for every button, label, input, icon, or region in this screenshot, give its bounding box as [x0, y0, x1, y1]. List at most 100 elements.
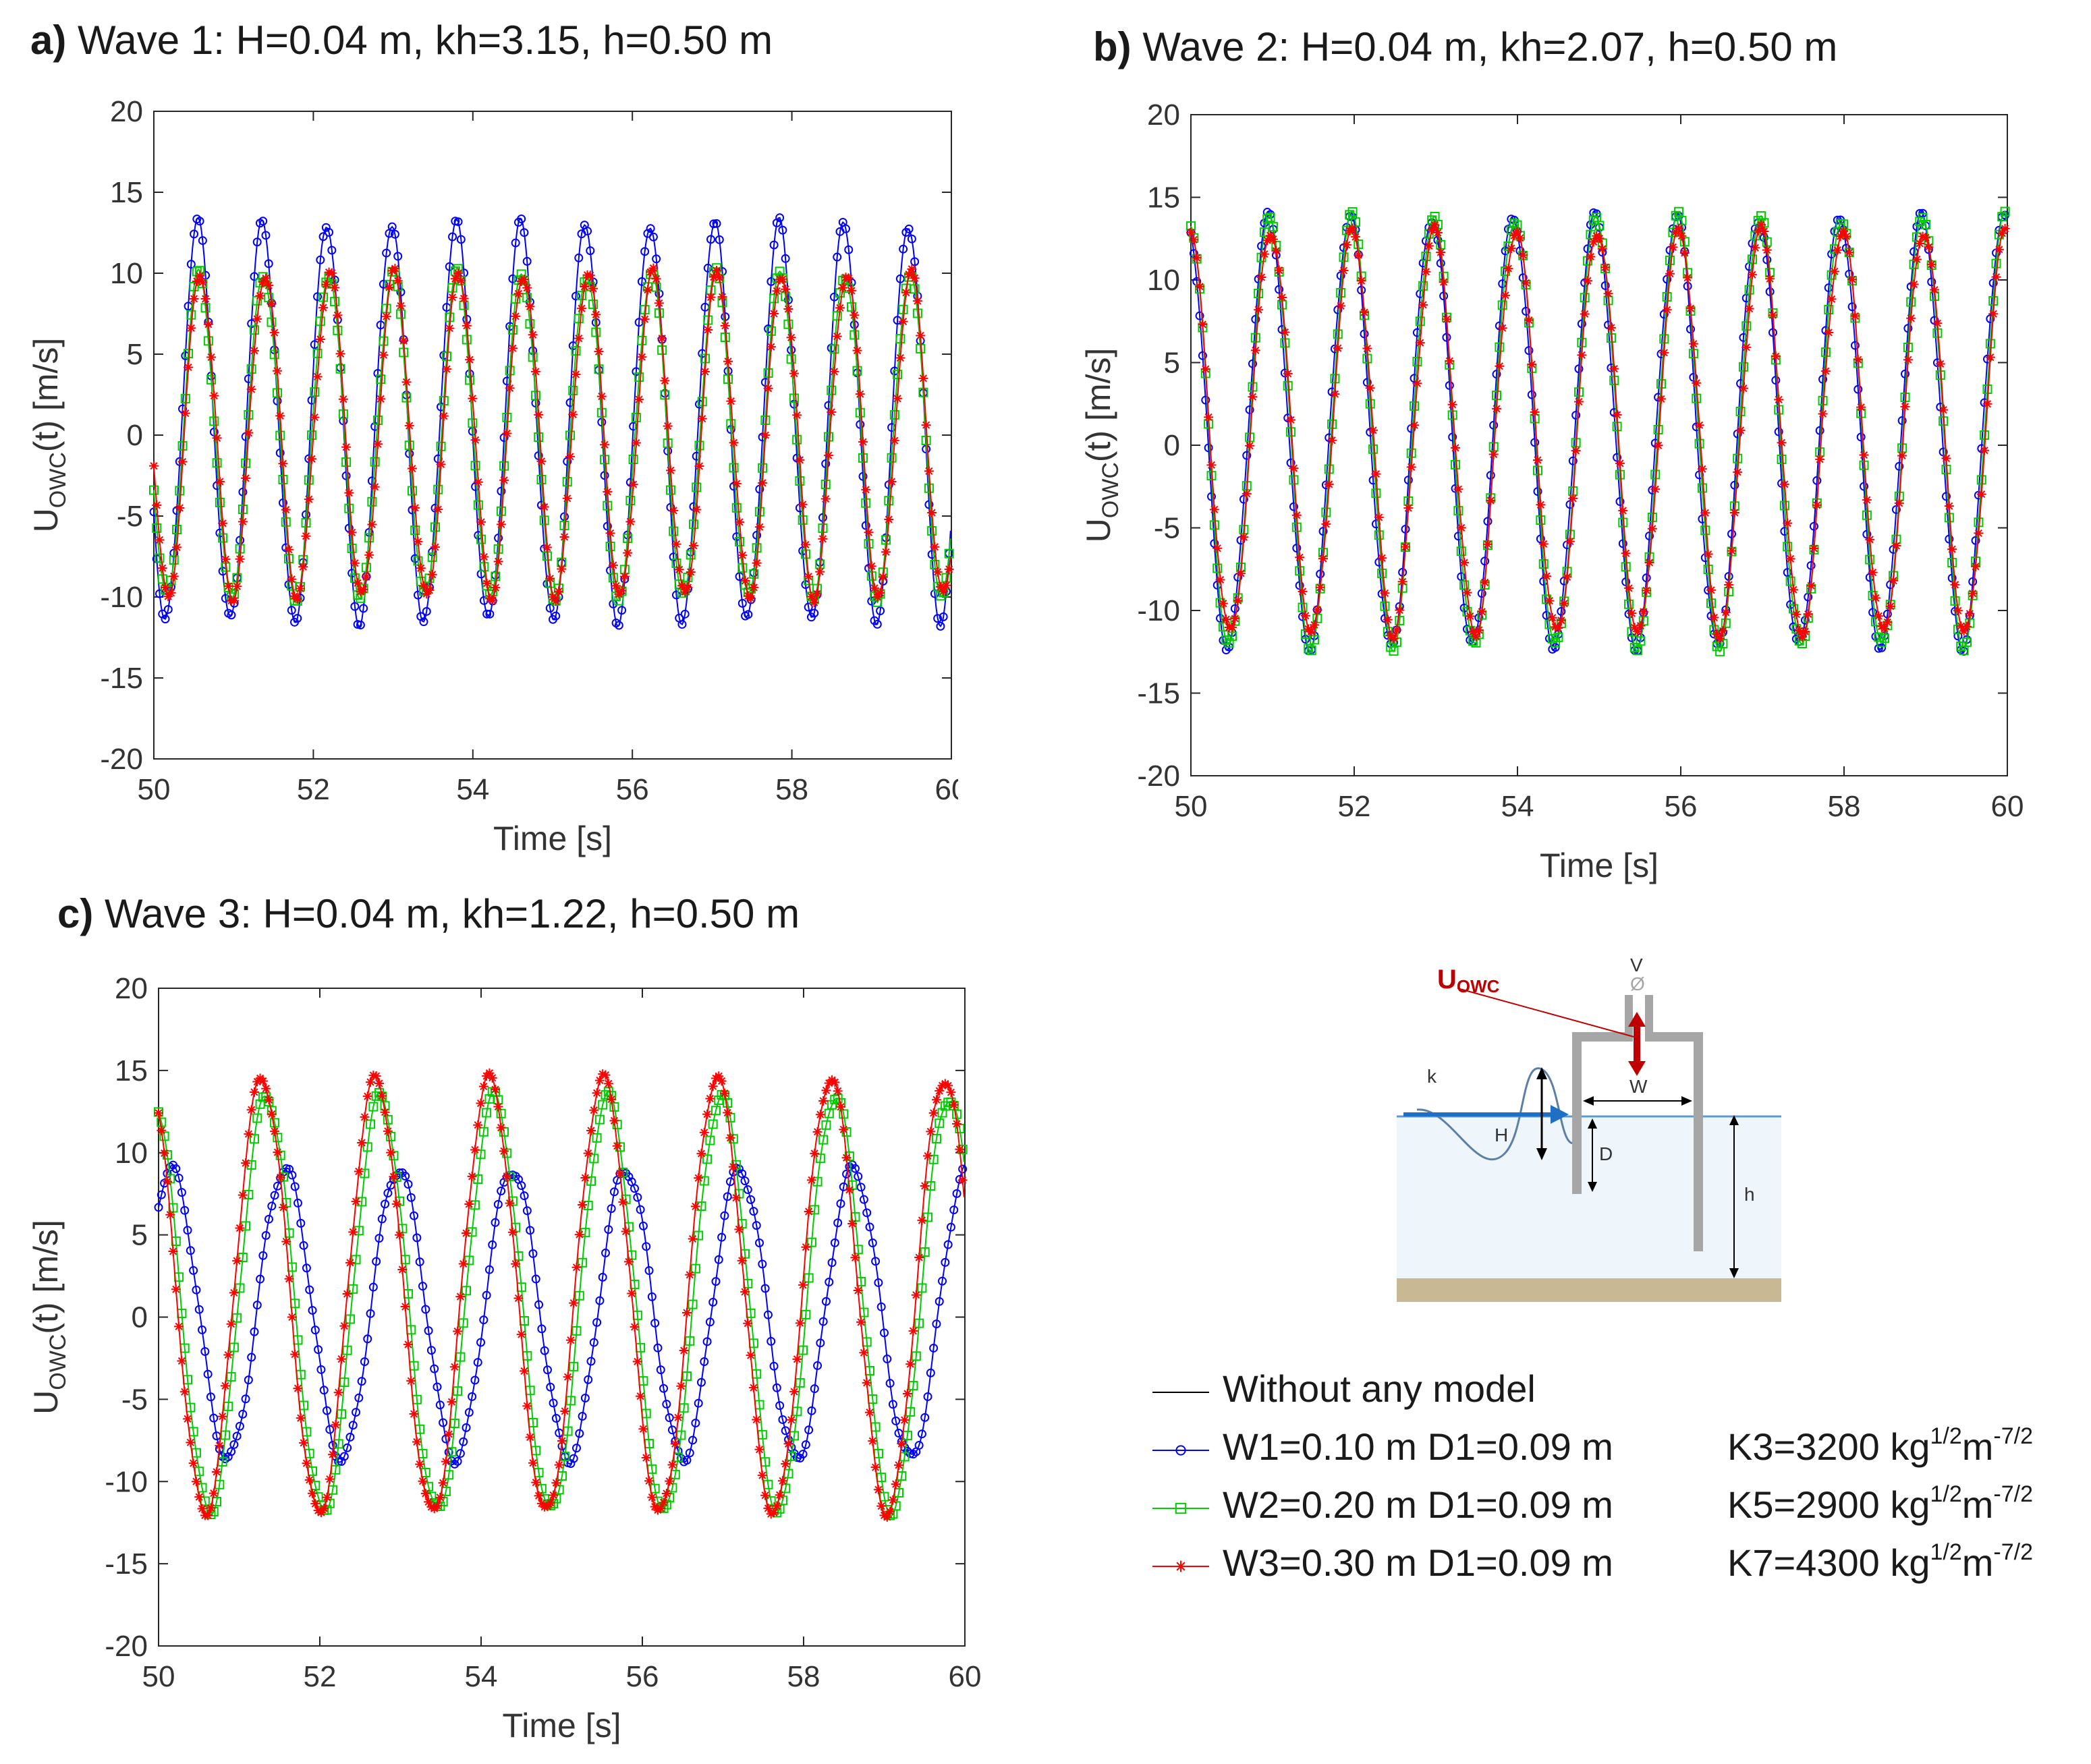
data-point: [220, 1430, 230, 1440]
data-point: [565, 1335, 576, 1345]
data-point: [1644, 558, 1654, 568]
data-point: [1926, 259, 1936, 269]
data-point: [644, 1476, 654, 1486]
data-point: [1318, 554, 1329, 564]
data-point: [1565, 536, 1575, 546]
data-point: [1415, 316, 1425, 326]
data-point: [683, 572, 693, 582]
data-point: [563, 1372, 573, 1382]
data-point: [407, 486, 417, 496]
data-point: [1206, 492, 1216, 501]
data-point: [571, 1326, 582, 1336]
data-point: [589, 1105, 599, 1115]
data-point: [676, 1381, 686, 1391]
data-point: [155, 553, 165, 563]
data-point: [569, 1298, 579, 1308]
data-point: [924, 483, 934, 493]
data-point: [1556, 615, 1566, 625]
data-point: [1456, 546, 1466, 557]
y-tick-label: -20: [105, 1630, 148, 1663]
data-point: [1694, 420, 1704, 430]
data-point: [1638, 616, 1648, 626]
data-point: [1844, 248, 1854, 258]
data-point: [731, 503, 742, 513]
data-point: [690, 1201, 700, 1212]
data-point: [208, 1488, 219, 1498]
data-point: [203, 1369, 213, 1379]
data-point: [575, 1429, 584, 1438]
data-point: [681, 1371, 692, 1382]
data-point: [484, 1068, 495, 1078]
data-point: [318, 292, 329, 302]
data-point: [307, 430, 317, 440]
data-point: [594, 1075, 605, 1085]
data-point: [578, 1412, 587, 1421]
data-point: [264, 1214, 273, 1224]
data-point: [426, 1491, 437, 1502]
data-point: [781, 1426, 790, 1435]
data-point: [1891, 541, 1901, 551]
data-point: [596, 407, 607, 418]
data-point: [278, 459, 288, 469]
data-point: [520, 1191, 529, 1201]
data-point: [1204, 412, 1214, 422]
series-line: [153, 266, 951, 604]
data-point: [442, 364, 452, 374]
data-point: [823, 432, 833, 442]
data-point: [895, 334, 905, 344]
data-point: [894, 1460, 904, 1470]
data-point: [374, 1234, 384, 1243]
data-point: [921, 420, 931, 430]
data-point: [1941, 492, 1951, 501]
legend-unit-sup1: 1/2: [1930, 1481, 1961, 1507]
data-point: [1939, 405, 1949, 415]
data-point: [1309, 620, 1319, 630]
data-point: [1477, 589, 1486, 598]
data-point: [1465, 611, 1475, 621]
data-point: [200, 1346, 210, 1356]
data-point: [688, 540, 698, 550]
data-point: [491, 1085, 501, 1095]
data-point: [374, 1079, 384, 1089]
data-point: [1729, 508, 1739, 518]
data-point: [551, 611, 561, 621]
data-point: [1877, 643, 1887, 652]
data-point: [149, 461, 159, 471]
data-point: [1980, 430, 1990, 440]
data-point: [1292, 544, 1302, 553]
data-point: [757, 1471, 767, 1481]
data-point: [792, 1354, 802, 1364]
data-point: [505, 383, 515, 393]
data-point: [407, 463, 417, 474]
data-point: [1406, 462, 1416, 472]
data-point: [177, 1356, 187, 1366]
data-point: [638, 1424, 648, 1434]
data-point: [1250, 345, 1260, 355]
data-point: [1286, 415, 1296, 425]
data-point: [325, 227, 334, 237]
data-point: [893, 370, 903, 380]
y-tick-label: -15: [1137, 677, 1180, 710]
data-point: [686, 550, 696, 560]
data-point: [1945, 534, 1954, 544]
data-point: [275, 430, 285, 440]
data-point: [433, 505, 443, 515]
data-point: [482, 578, 492, 588]
x-tick-label: 54: [465, 1660, 498, 1693]
data-point: [1756, 220, 1766, 230]
data-point: [1718, 626, 1728, 636]
data-point: [766, 1336, 776, 1346]
data-point: [203, 336, 213, 346]
data-point: [1636, 636, 1646, 646]
data-point: [763, 383, 773, 393]
data-point: [1688, 339, 1698, 349]
data-point: [439, 1418, 448, 1427]
data-point: [256, 1274, 265, 1284]
data-point: [412, 1437, 422, 1447]
data-point: [453, 268, 464, 279]
data-point: [923, 1212, 933, 1222]
data-point: [1283, 368, 1293, 378]
data-point: [752, 543, 762, 553]
data-point: [914, 1253, 924, 1263]
